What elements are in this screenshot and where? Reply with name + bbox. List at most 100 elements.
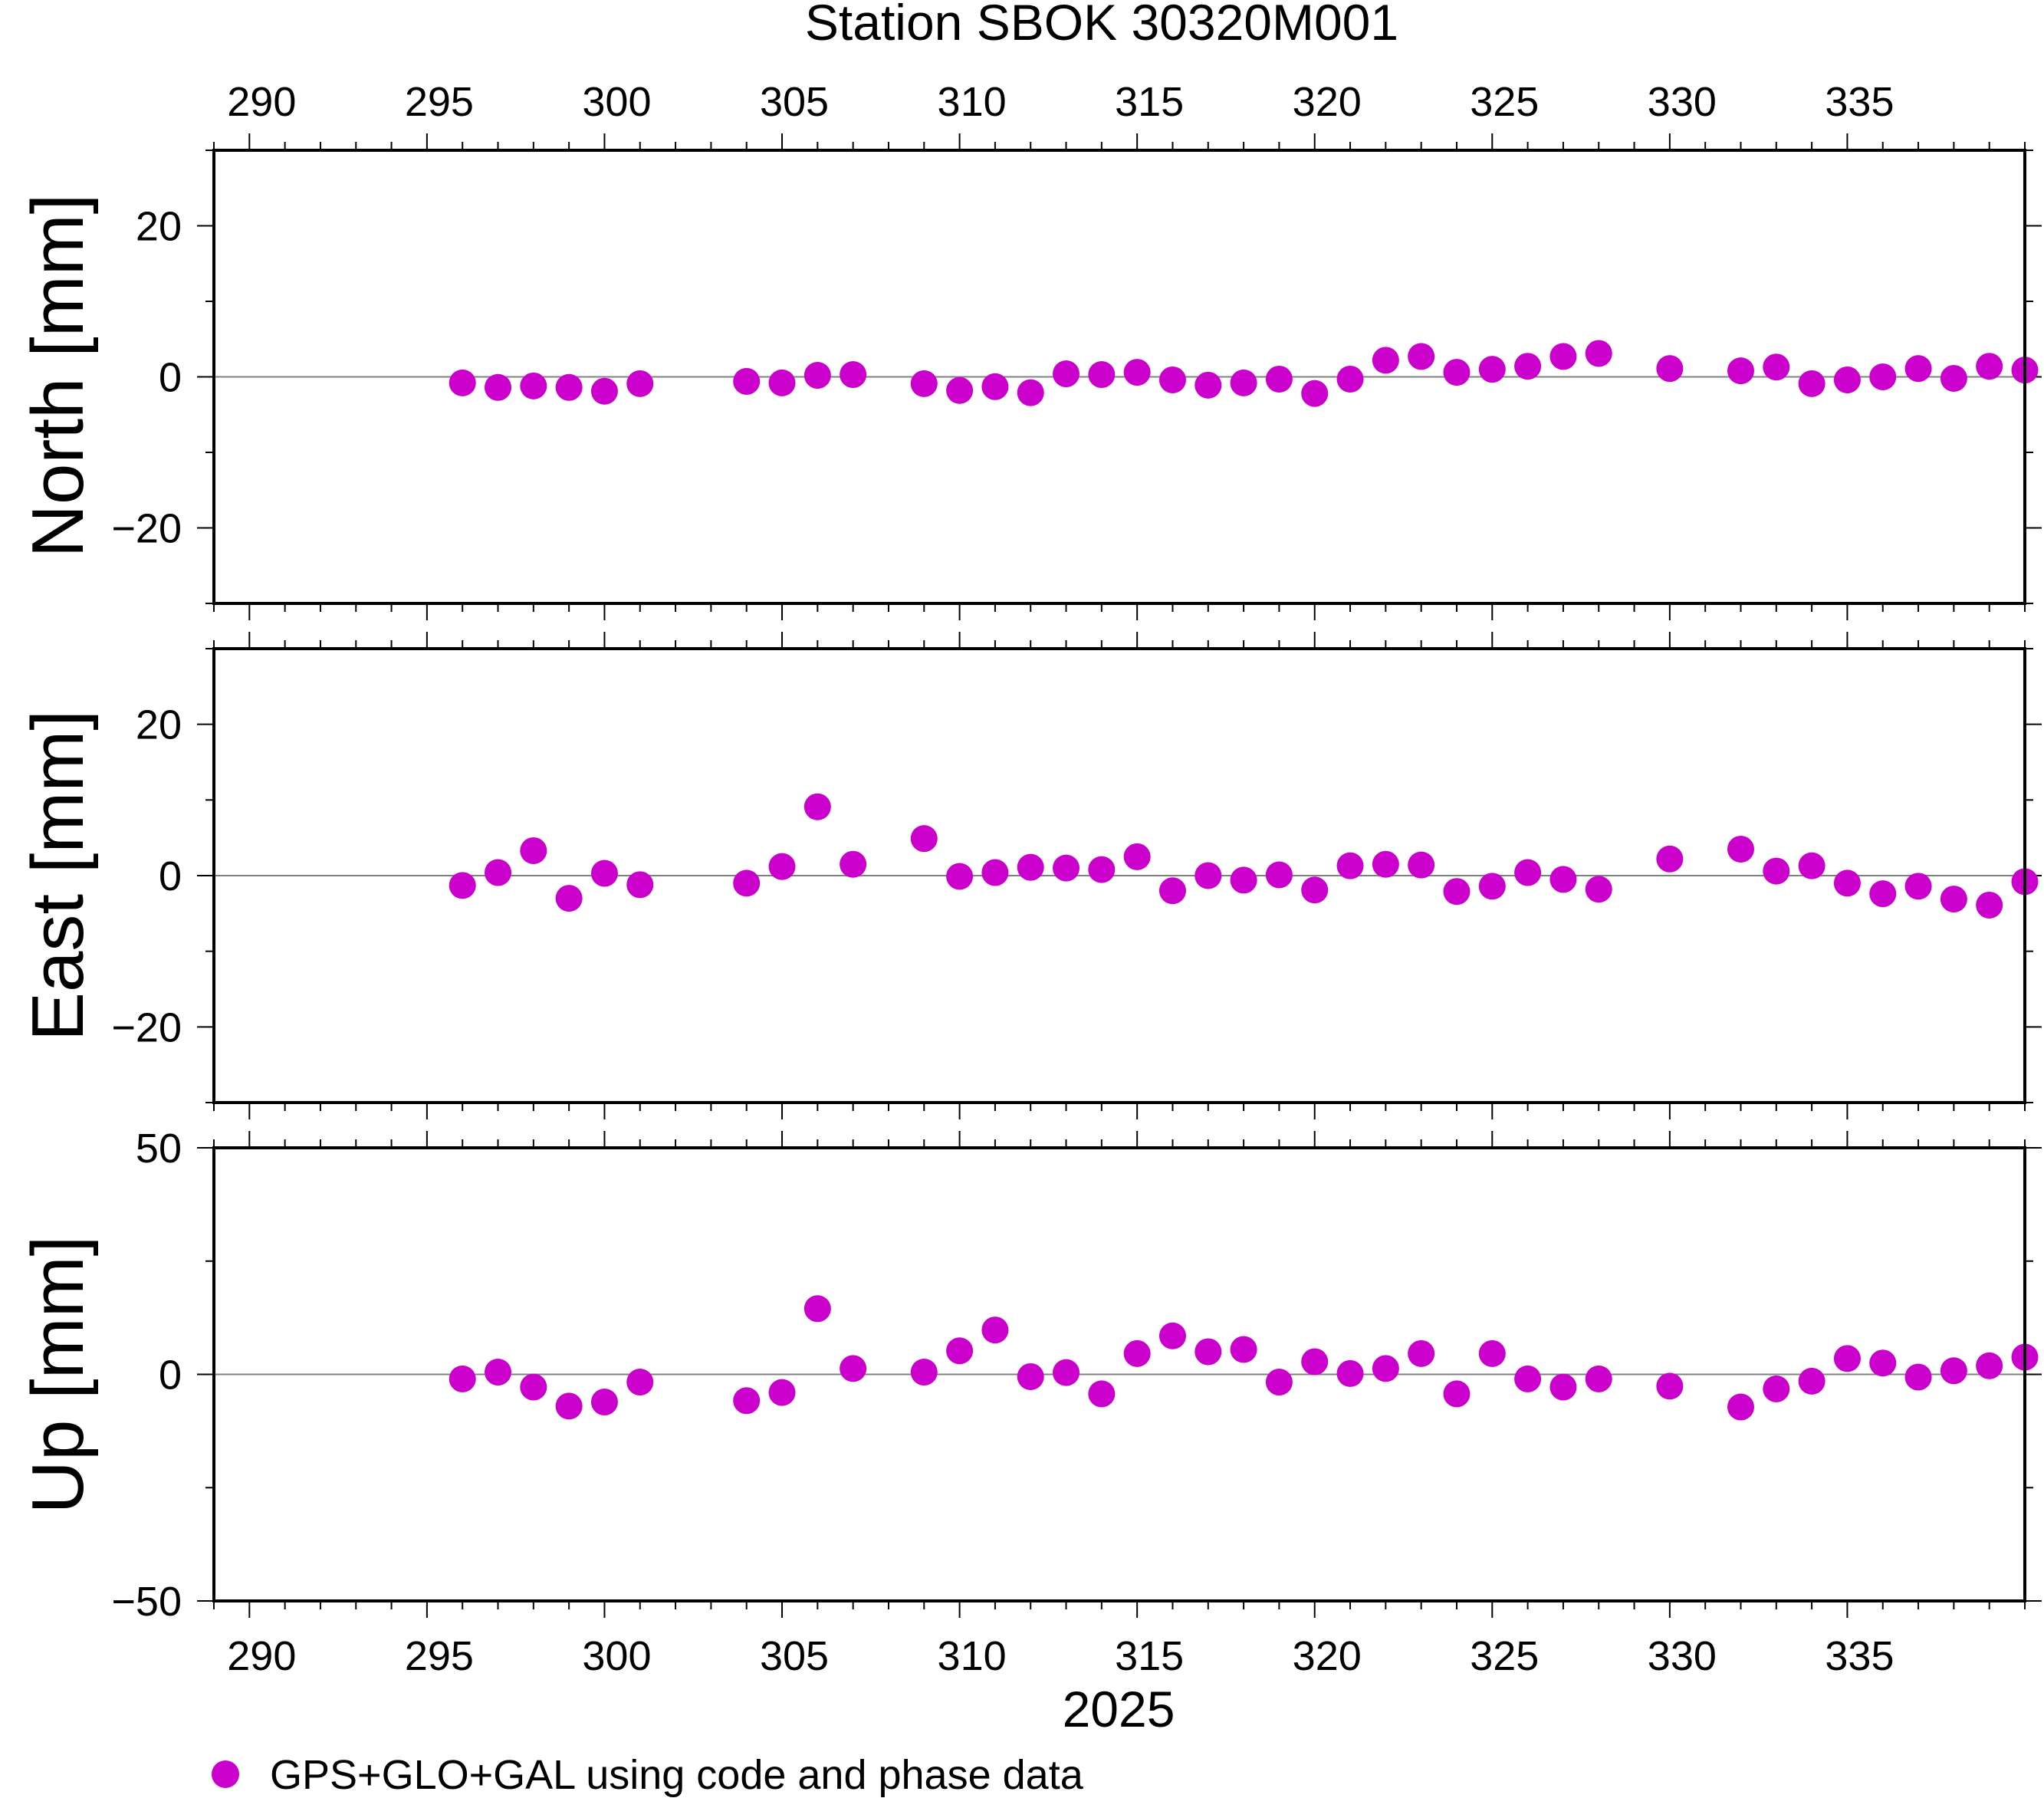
panel-east: 20 0 −20 East [mm] xyxy=(17,632,2042,1119)
y-tick-label: 0 xyxy=(159,355,182,401)
data-point xyxy=(1372,1355,1399,1382)
data-point xyxy=(1940,364,1967,392)
data-point xyxy=(1833,869,1861,897)
data-point xyxy=(1656,355,1684,383)
data-point xyxy=(1514,353,1542,380)
data-point xyxy=(626,1369,654,1396)
y-tick-label: −50 xyxy=(111,1579,182,1625)
data-points xyxy=(449,1295,2039,1421)
plot-frame xyxy=(212,647,2026,1104)
data-point xyxy=(1195,371,1222,399)
data-point xyxy=(1443,878,1471,906)
data-point xyxy=(1017,379,1044,406)
data-point xyxy=(1549,866,1577,893)
data-point xyxy=(1798,852,1825,879)
data-point xyxy=(1585,340,1612,367)
x-tick-label-top: 310 xyxy=(938,79,1007,125)
data-point xyxy=(1195,1338,1222,1366)
data-point xyxy=(840,1355,867,1382)
data-point xyxy=(733,1387,761,1415)
data-point xyxy=(1514,859,1542,886)
x-tick-label-top: 305 xyxy=(760,79,829,125)
data-point xyxy=(1727,835,1754,863)
data-point xyxy=(1372,347,1399,374)
x-tick-label-bottom: 310 xyxy=(938,1633,1007,1679)
data-point xyxy=(520,837,547,864)
data-point xyxy=(1408,1339,1435,1367)
data-point xyxy=(1053,360,1080,388)
legend-label: GPS+GLO+GAL using code and phase data xyxy=(270,1752,1084,1798)
x-tick-label-top: 325 xyxy=(1470,79,1539,125)
data-point xyxy=(1833,366,1861,393)
data-point xyxy=(1123,843,1151,870)
x-tick-label-bottom: 295 xyxy=(405,1633,474,1679)
data-point xyxy=(1904,873,1932,900)
panels: 20 0 −20 North [mm] 20 0 −20 East [mm] 50 0 −50 Up … xyxy=(17,79,2042,1679)
data-point xyxy=(1443,359,1471,386)
data-point xyxy=(1336,1359,1364,1387)
chart-title: Station SBOK 30320M001 xyxy=(805,0,1398,51)
data-point xyxy=(1549,343,1577,370)
data-point xyxy=(803,793,831,820)
data-point xyxy=(1301,380,1329,407)
data-point xyxy=(449,1365,476,1392)
x-tick-label-top: 295 xyxy=(405,79,474,125)
plot-frame xyxy=(212,149,2026,605)
data-point xyxy=(1940,1357,1967,1385)
data-point xyxy=(803,1295,831,1323)
data-point xyxy=(1869,1349,1897,1377)
data-point xyxy=(1478,356,1506,383)
data-point xyxy=(1408,343,1435,370)
x-tick-label-bottom: 335 xyxy=(1825,1633,1894,1679)
x-tick-label-bottom: 305 xyxy=(760,1633,829,1679)
data-point xyxy=(1976,1352,2003,1379)
data-points xyxy=(449,340,2039,407)
data-point xyxy=(1123,1339,1151,1367)
y-axis-label: North [mm] xyxy=(17,194,99,558)
plot-frame xyxy=(212,1146,2026,1602)
data-point xyxy=(1123,359,1151,386)
data-point xyxy=(1301,876,1329,904)
data-point xyxy=(555,1392,583,1420)
data-point xyxy=(1053,854,1080,882)
x-tick-label-bottom: 290 xyxy=(227,1633,296,1679)
data-point xyxy=(590,1389,618,1416)
data-point xyxy=(768,853,796,880)
data-point xyxy=(1017,1362,1044,1390)
data-point xyxy=(1158,366,1186,393)
data-point xyxy=(840,850,867,878)
data-point xyxy=(485,859,512,886)
data-point xyxy=(1195,862,1222,889)
data-point xyxy=(1230,866,1257,894)
x-tick-label-top: 320 xyxy=(1293,79,1362,125)
data-point xyxy=(1230,369,1257,396)
data-point xyxy=(1088,361,1116,389)
y-axis-label: Up [mm] xyxy=(17,1236,99,1514)
data-point xyxy=(910,1359,938,1386)
data-point xyxy=(1408,851,1435,879)
x-tick-label-top: 290 xyxy=(227,79,296,125)
data-point xyxy=(981,1316,1009,1344)
data-point xyxy=(1336,852,1364,879)
data-point xyxy=(981,859,1009,886)
data-point xyxy=(1549,1373,1577,1401)
data-point xyxy=(1265,861,1293,889)
data-points xyxy=(449,793,2039,919)
data-point xyxy=(555,373,583,401)
panel-up: 50 0 −50 Up [mm] xyxy=(17,1126,2042,1625)
y-tick-label: 20 xyxy=(136,702,182,748)
data-point xyxy=(555,885,583,912)
y-tick-label: −20 xyxy=(111,506,182,552)
y-tick-label: 0 xyxy=(159,1353,182,1399)
y-tick-label: −20 xyxy=(111,1004,182,1050)
data-point xyxy=(1976,891,2003,919)
data-point xyxy=(1904,355,1932,383)
data-point xyxy=(1443,1380,1471,1408)
data-point xyxy=(910,825,938,853)
data-point xyxy=(1478,873,1506,900)
data-point xyxy=(1869,363,1897,390)
data-point xyxy=(1585,1365,1612,1392)
data-point xyxy=(1763,1375,1790,1402)
data-point xyxy=(590,860,618,887)
